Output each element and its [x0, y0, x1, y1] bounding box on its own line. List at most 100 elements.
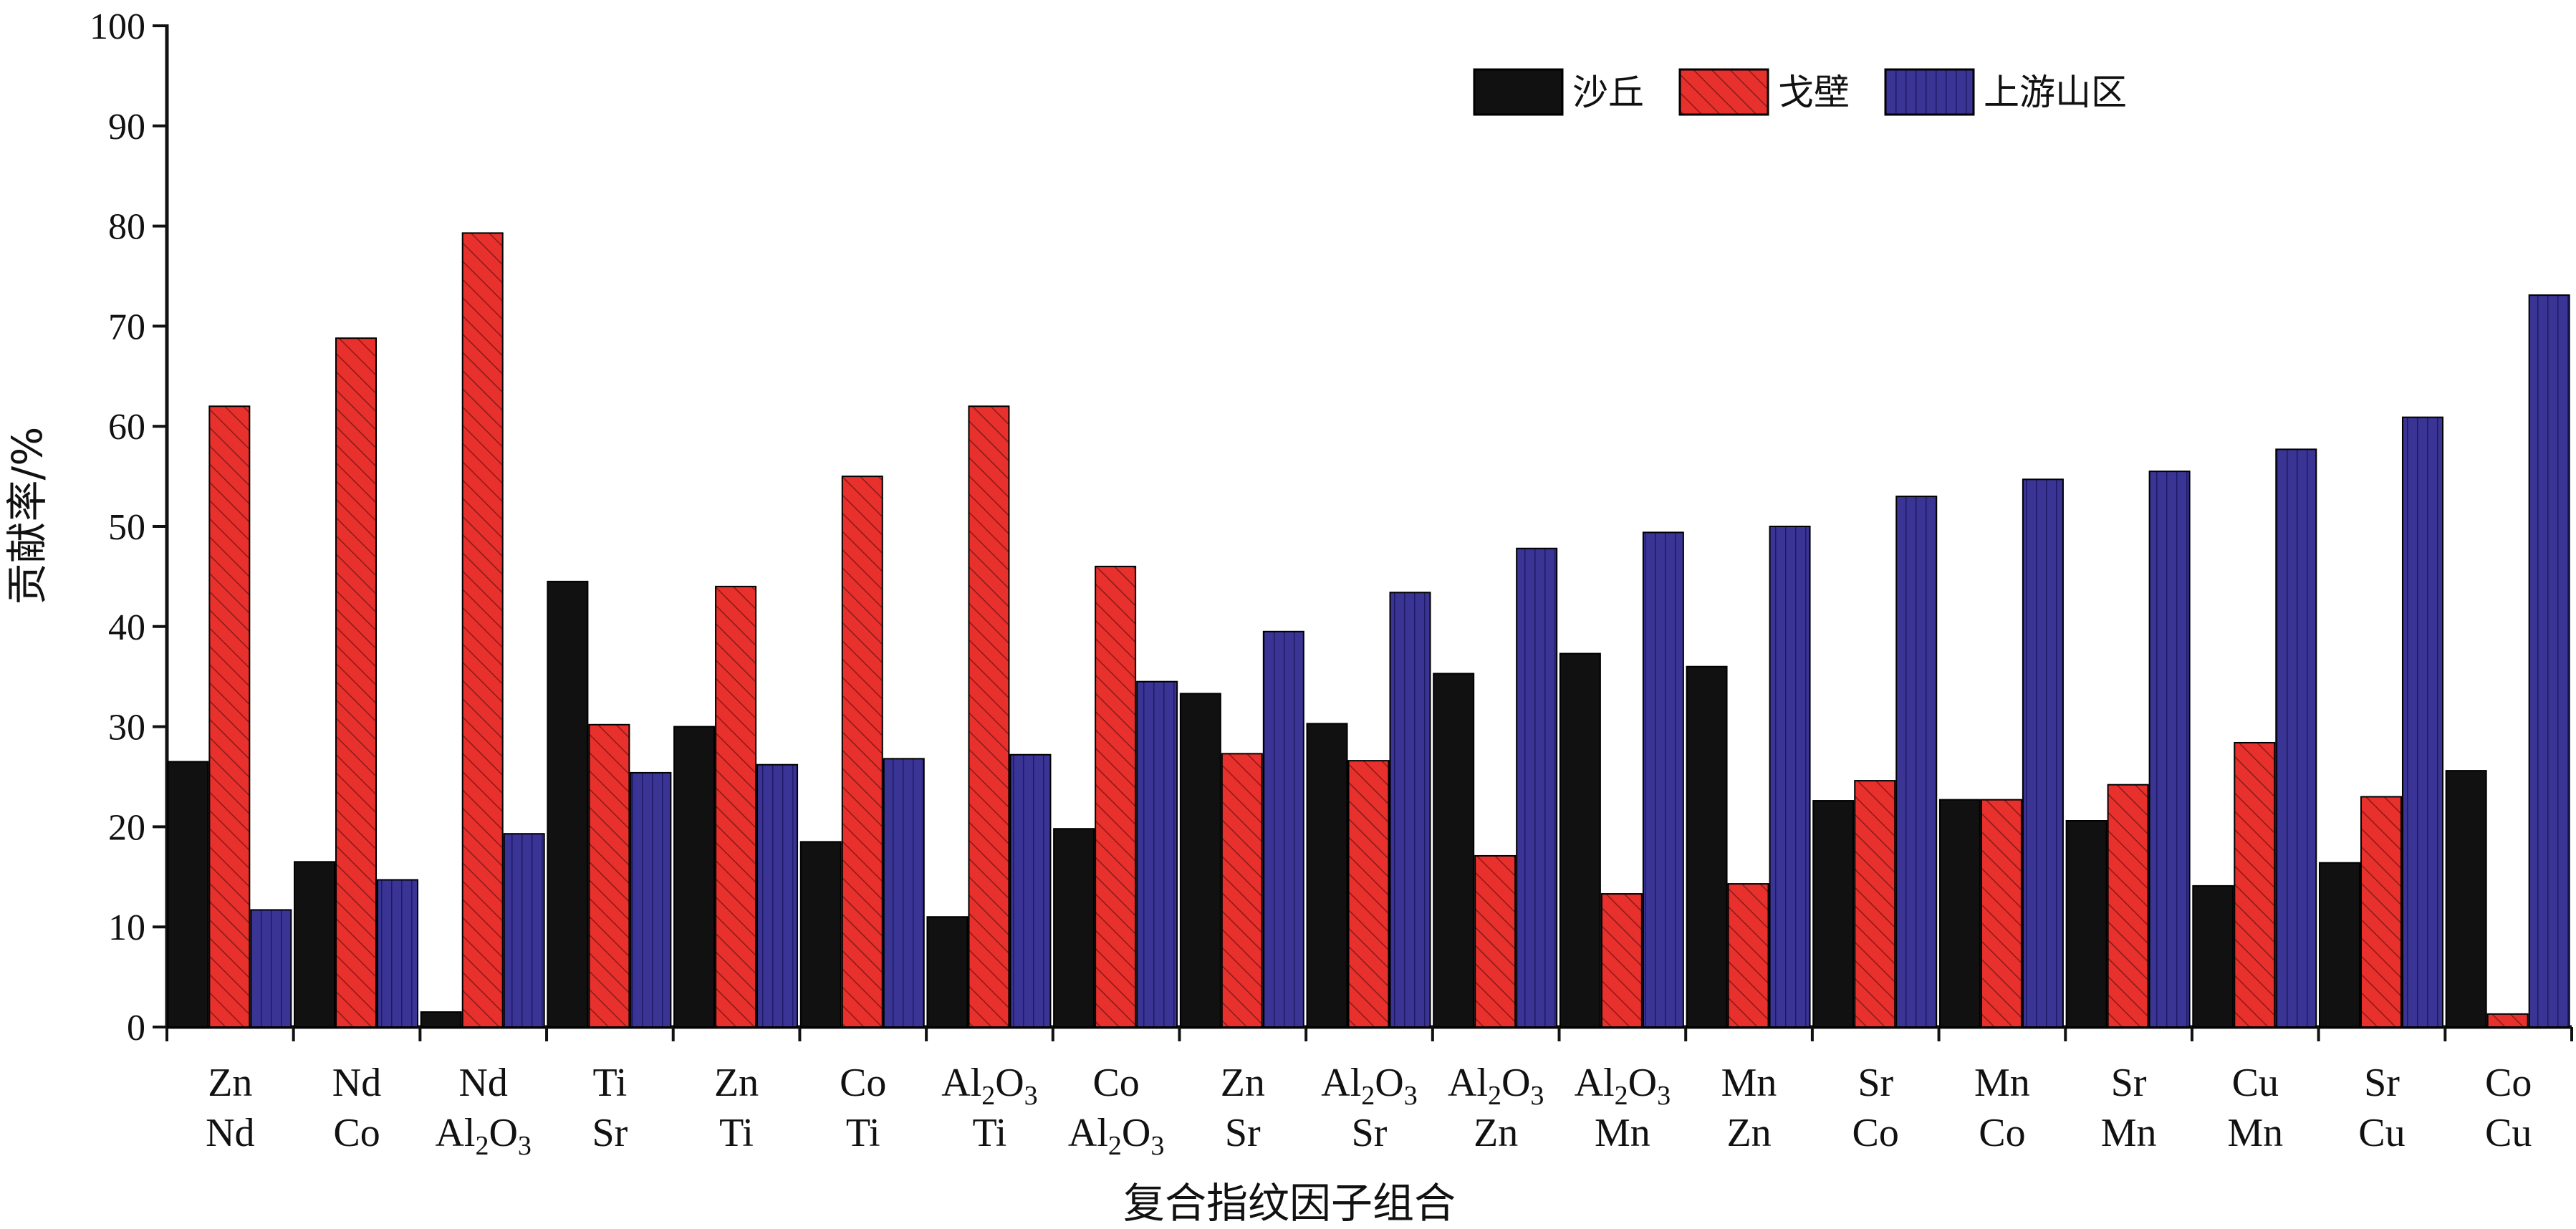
x-category-label: Ti — [973, 1111, 1007, 1155]
bar-gobi — [841, 476, 883, 1028]
bar-gobi — [335, 337, 378, 1028]
x-category-label: Zn — [1221, 1061, 1265, 1105]
bar-gobi — [2486, 1013, 2529, 1028]
bar-sand-dune — [1812, 800, 1855, 1028]
bar-gobi — [1980, 799, 2022, 1028]
bar-upstream — [2401, 416, 2443, 1028]
bar-gobi — [968, 405, 1010, 1028]
category-labels: Zn Nd Nd Co Nd Al2O3 Ti Sr Zn Ti Co Ti Al2O3 Ti Co Al2O… — [206, 1061, 2532, 1161]
x-category-label: Al2O3 — [1575, 1061, 1671, 1111]
x-category-label: Nd — [458, 1061, 507, 1105]
x-category-label: Cu — [2485, 1111, 2532, 1155]
x-category-label: Mn — [2101, 1111, 2157, 1155]
bar-gobi — [1095, 565, 1137, 1028]
bar-sand-dune — [1938, 799, 1981, 1028]
bar-upstream — [250, 909, 292, 1028]
bar-upstream — [883, 758, 925, 1028]
bar-gobi — [1854, 780, 1896, 1028]
x-category-label: Sr — [1352, 1111, 1388, 1155]
bar-upstream — [2148, 471, 2191, 1028]
bar-sand-dune — [2318, 862, 2360, 1028]
x-category-label: Mn — [1721, 1061, 1777, 1105]
y-tick-label: 20 — [108, 807, 145, 848]
x-category-label: Cu — [2358, 1111, 2405, 1155]
bar-sand-dune — [926, 916, 969, 1028]
bar-sand-dune — [1179, 693, 1221, 1028]
bar-upstream — [756, 763, 799, 1028]
bars — [167, 232, 2570, 1028]
bar-sand-dune — [547, 580, 589, 1028]
bar-sand-dune — [1433, 673, 1475, 1028]
bar-gobi — [588, 723, 630, 1028]
bar-sand-dune — [1686, 665, 1728, 1028]
bar-sand-dune — [2445, 770, 2487, 1028]
bar-upstream — [1769, 526, 1811, 1028]
x-category-label: Sr — [592, 1111, 628, 1155]
bar-gobi — [1474, 854, 1517, 1028]
x-category-label: Ti — [592, 1061, 627, 1105]
x-category-label: Al2O3 — [1448, 1061, 1544, 1111]
x-category-label: Zn — [714, 1061, 759, 1105]
legend-swatch-gobi — [1678, 68, 1769, 116]
y-axis-title: 贡献率/% — [3, 427, 52, 605]
x-category-label: Cu — [2232, 1061, 2279, 1105]
x-category-label: Sr — [2111, 1061, 2147, 1105]
legend: 沙丘 戈壁 上游山区 — [1473, 68, 2127, 116]
bar-sand-dune — [1306, 723, 1348, 1028]
legend-label-sand-dune: 沙丘 — [1572, 72, 1644, 113]
x-axis — [165, 1025, 2573, 1041]
x-axis-title: 复合指纹因子组合 — [1123, 1179, 1456, 1228]
x-category-label: Co — [2485, 1061, 2532, 1105]
legend-label-gobi: 戈壁 — [1778, 72, 1850, 113]
x-category-label: Al2O3 — [1068, 1111, 1164, 1161]
bar-upstream — [630, 771, 672, 1028]
legend-swatch-sand-dune — [1473, 68, 1564, 116]
bar-upstream — [1136, 680, 1178, 1028]
bar-sand-dune — [2192, 885, 2234, 1028]
legend-label-upstream: 上游山区 — [1984, 72, 2127, 113]
x-category-label: Nd — [332, 1061, 381, 1105]
bar-sand-dune — [294, 861, 336, 1028]
bar-gobi — [2107, 784, 2149, 1028]
bar-gobi — [1727, 883, 1769, 1028]
bar-upstream — [1009, 753, 1052, 1028]
x-category-label: Sr — [1225, 1111, 1261, 1155]
x-category-label: Al2O3 — [435, 1111, 531, 1161]
bar-upstream — [377, 879, 419, 1028]
x-category-label: Mn — [1974, 1061, 2030, 1105]
bar-sand-dune — [799, 841, 842, 1028]
bar-upstream — [503, 833, 545, 1028]
y-tick-label: 10 — [108, 907, 145, 948]
y-tick-label: 90 — [108, 107, 145, 148]
legend-swatch-upstream — [1884, 68, 1975, 116]
y-tick-label: 50 — [108, 507, 145, 548]
y-tick-label: 70 — [108, 307, 145, 347]
bar-sand-dune — [2065, 820, 2108, 1028]
x-category-label: Nd — [206, 1111, 254, 1155]
y-tick-label: 40 — [108, 607, 145, 648]
x-category-label: Co — [1092, 1061, 1139, 1105]
x-category-label: Co — [1852, 1111, 1899, 1155]
bar-gobi — [1221, 753, 1263, 1028]
bar-upstream — [1895, 496, 1938, 1028]
y-tick-label: 80 — [108, 207, 145, 248]
bar-gobi — [2360, 796, 2402, 1028]
x-category-label: Ti — [719, 1111, 754, 1155]
x-category-label: Mn — [2227, 1111, 2283, 1155]
x-category-label: Zn — [1726, 1111, 1771, 1155]
bar-upstream — [2528, 294, 2570, 1028]
x-category-label: Co — [840, 1061, 886, 1105]
bar-gobi — [2234, 741, 2276, 1028]
bar-upstream — [1389, 592, 1431, 1028]
x-category-label: Sr — [2364, 1061, 2400, 1105]
bar-sand-dune — [1559, 652, 1601, 1028]
x-category-label: Ti — [846, 1111, 880, 1155]
x-category-label: Mn — [1595, 1111, 1650, 1155]
y-tick-label: 60 — [108, 407, 145, 448]
x-category-label: Co — [333, 1111, 380, 1155]
y-tick-label: 0 — [127, 1008, 145, 1049]
x-category-label: Zn — [208, 1061, 252, 1105]
bar-gobi — [208, 405, 251, 1028]
bar-sand-dune — [167, 761, 209, 1028]
y-tick-label: 100 — [90, 6, 145, 47]
